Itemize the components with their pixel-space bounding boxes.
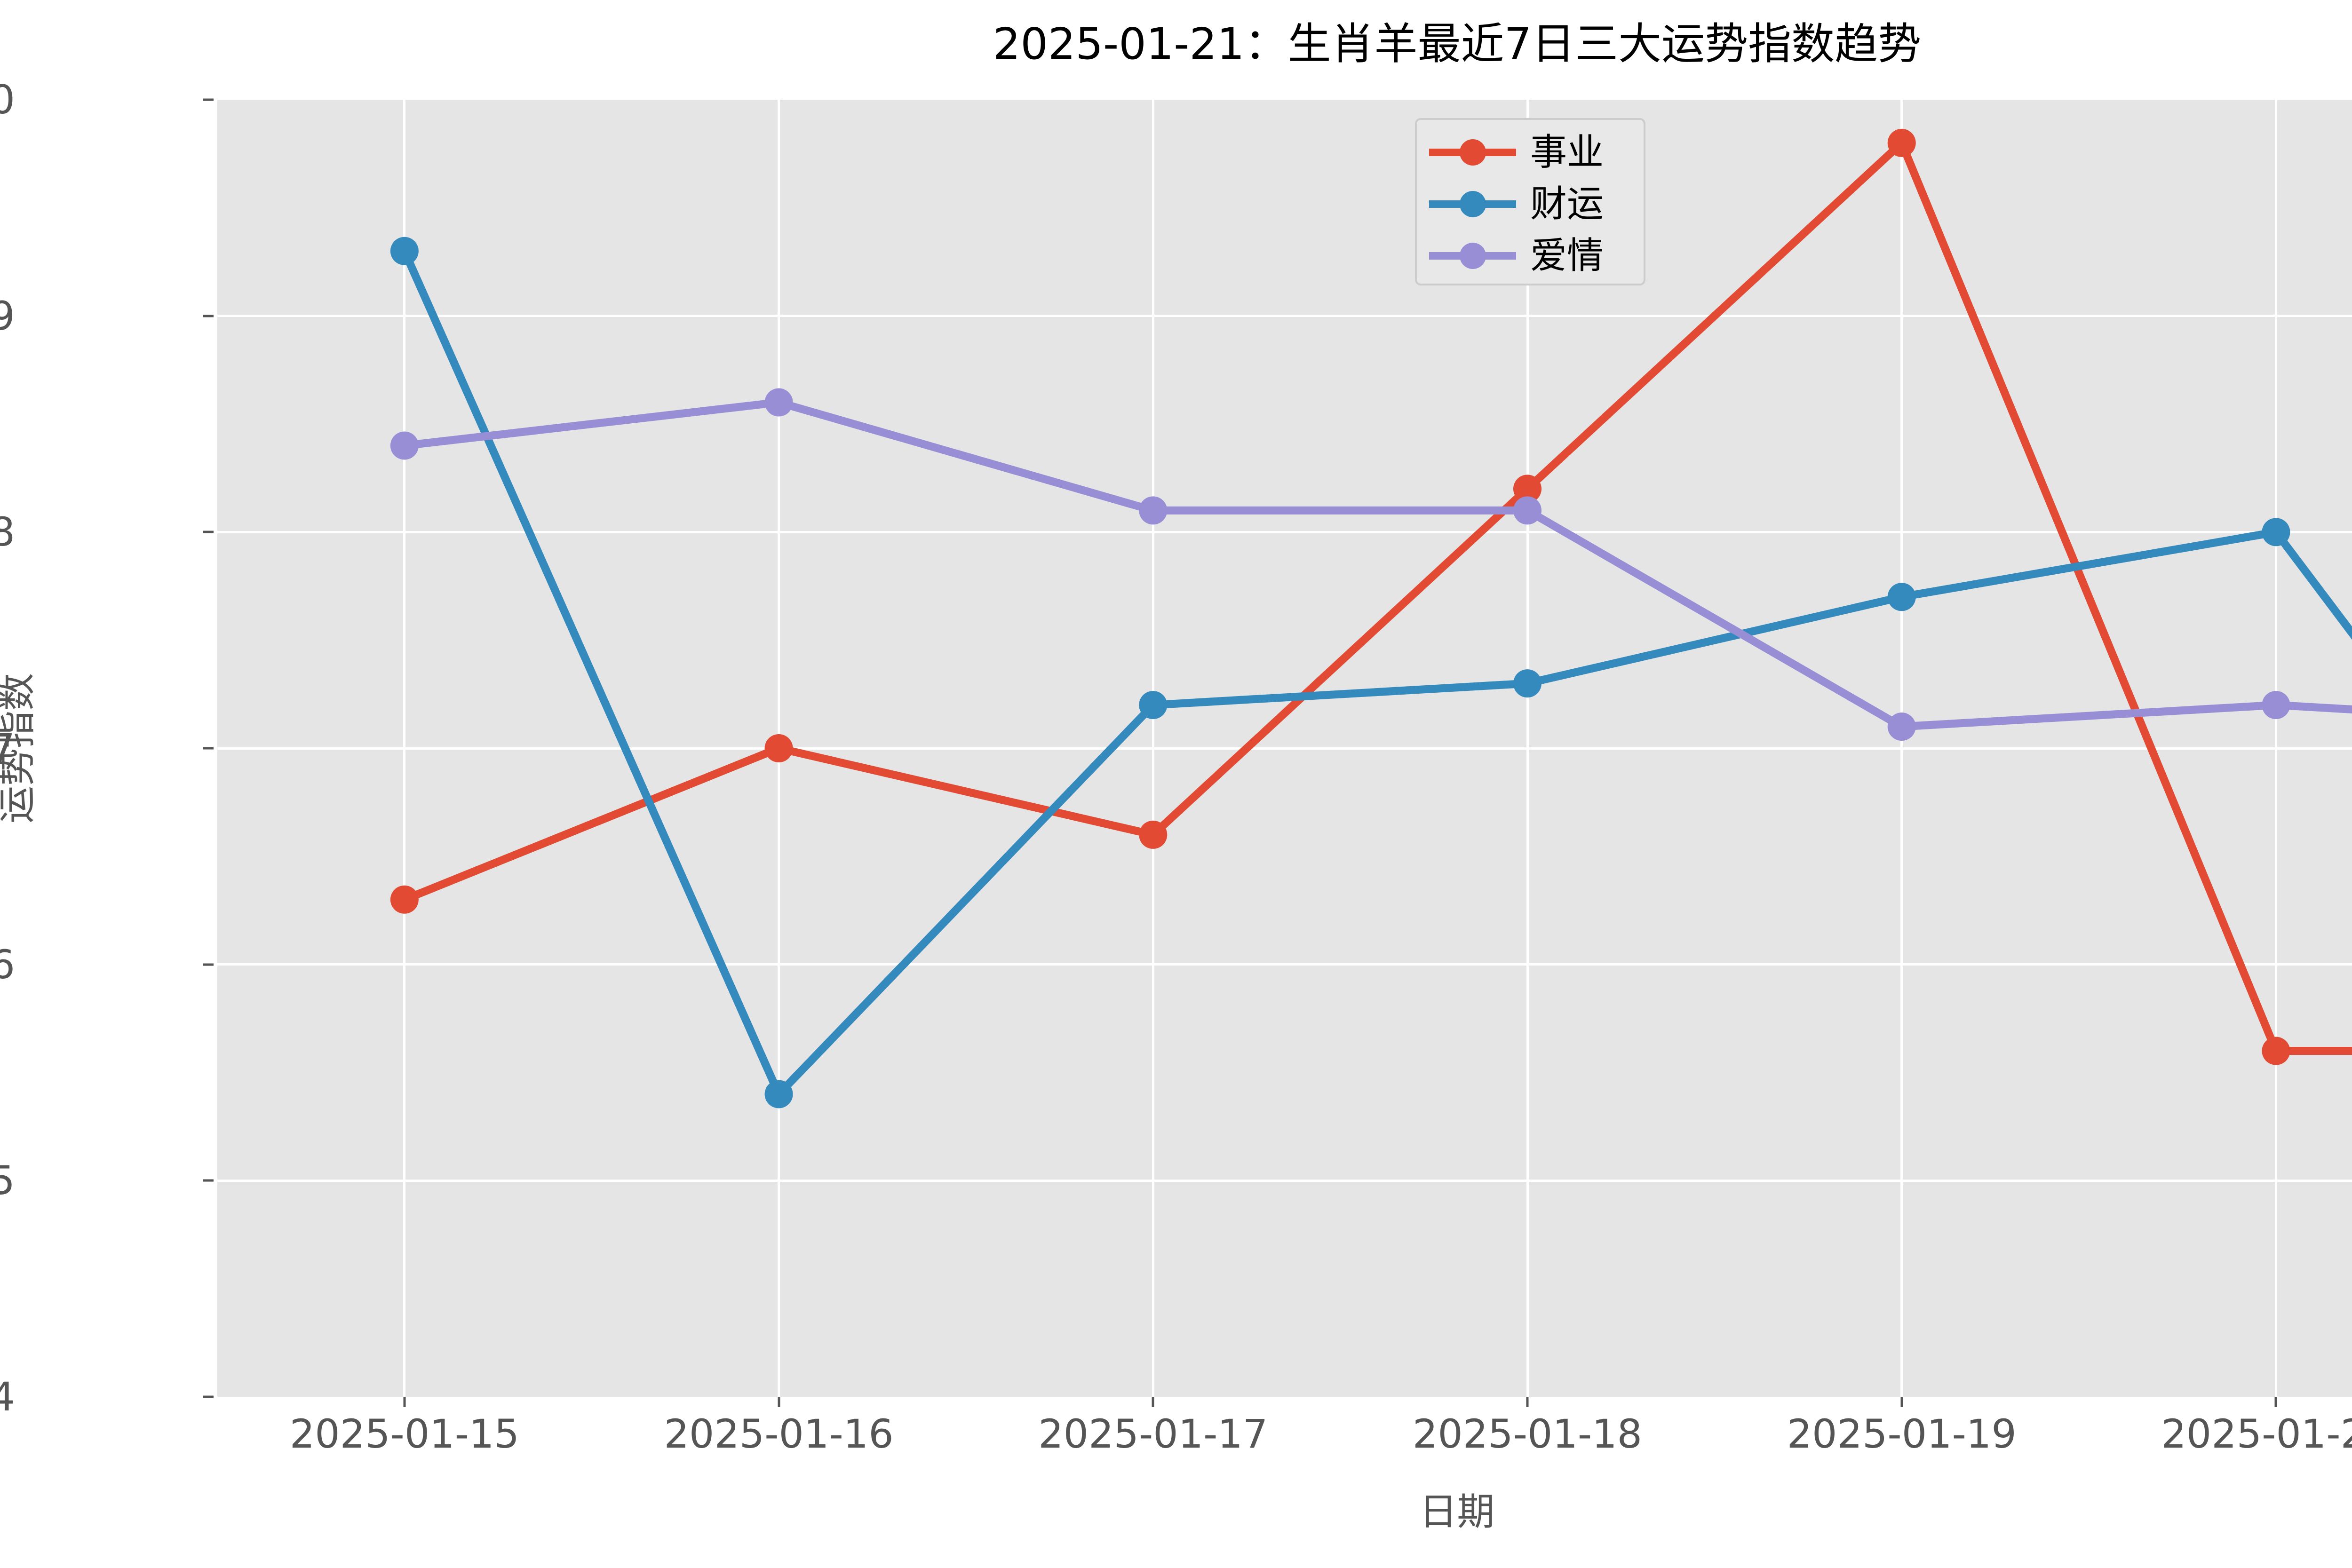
y-tick-label: 0.6 [0, 941, 15, 988]
y-tick-label: 0.9 [0, 293, 15, 339]
series-marker[interactable] [390, 431, 419, 460]
gridline-horizontal [217, 963, 2352, 966]
legend-item-2[interactable]: 财运 [1417, 178, 1647, 230]
series-line [400, 398, 2352, 731]
y-tick-mark [203, 747, 214, 750]
series-marker[interactable] [2262, 1037, 2290, 1065]
series-marker[interactable] [764, 388, 793, 417]
y-tick-label: 0.8 [0, 509, 15, 555]
series-marker[interactable] [2262, 691, 2290, 720]
series-marker[interactable] [390, 885, 419, 914]
series-marker[interactable] [1513, 496, 1542, 525]
y-tick-mark [203, 98, 214, 101]
series-marker[interactable] [2262, 518, 2290, 546]
gridline-horizontal [217, 1179, 2352, 1182]
x-tick-mark [1526, 1397, 1529, 1407]
chart-title: 2025-01-21：生肖羊最近7日三大运势指数趋势 [993, 19, 1922, 69]
series-marker[interactable] [1887, 713, 1916, 741]
series-marker[interactable] [1139, 820, 1168, 849]
legend-swatch-icon [1429, 232, 1516, 279]
series-marker[interactable] [764, 734, 793, 762]
x-tick-label: 2025-01-20 [2161, 1411, 2352, 1457]
y-tick-mark [203, 1179, 214, 1182]
gridline-horizontal [217, 315, 2352, 317]
series-marker[interactable] [1513, 669, 1542, 698]
gridline-horizontal [217, 747, 2352, 750]
y-tick-mark [203, 1395, 214, 1398]
x-tick-mark [1900, 1397, 1903, 1407]
series-line [400, 247, 2352, 1098]
series-marker[interactable] [1513, 475, 1542, 503]
x-tick-mark [778, 1397, 780, 1407]
plot-area [217, 100, 2352, 1397]
x-tick-label: 2025-01-15 [289, 1411, 519, 1457]
gridline-vertical [1900, 100, 1903, 1397]
legend-swatch-icon [1429, 129, 1516, 176]
legend-swatch-icon [1429, 181, 1516, 228]
legend-label: 财运 [1530, 183, 1604, 225]
chart-legend[interactable]: 事业 财运 爱情 [1415, 118, 1645, 285]
series-marker[interactable] [1887, 128, 1916, 157]
y-tick-mark [203, 963, 214, 966]
series-marker[interactable] [390, 237, 419, 265]
x-tick-mark [1152, 1397, 1154, 1407]
x-tick-mark [2274, 1397, 2277, 1407]
legend-label: 爱情 [1530, 235, 1604, 277]
gridline-vertical [1526, 100, 1529, 1397]
series-marker[interactable] [1139, 496, 1168, 525]
gridline-horizontal [217, 531, 2352, 533]
gridline-vertical [403, 100, 406, 1397]
y-tick-label: 0.4 [0, 1374, 15, 1420]
series-marker[interactable] [1887, 583, 1916, 611]
y-tick-label: 1.0 [0, 77, 15, 123]
y-tick-label: 0.5 [0, 1157, 15, 1204]
series-marker[interactable] [764, 1080, 793, 1109]
x-tick-label: 2025-01-18 [1412, 1411, 1643, 1457]
series-marker[interactable] [1139, 691, 1168, 720]
legend-label: 事业 [1530, 131, 1604, 174]
x-tick-mark [403, 1397, 406, 1407]
y-tick-mark [203, 315, 214, 317]
data-series-layer [390, 128, 2352, 1109]
y-tick-label: 0.7 [0, 725, 15, 771]
x-tick-label: 2025-01-16 [664, 1411, 894, 1457]
x-tick-label: 2025-01-17 [1038, 1411, 1268, 1457]
legend-item-3[interactable]: 爱情 [1417, 230, 1647, 282]
y-tick-mark [203, 531, 214, 533]
gridline-vertical [2274, 100, 2277, 1397]
x-axis-label: 日期 [1419, 1490, 1495, 1534]
x-tick-label: 2025-01-19 [1787, 1411, 2017, 1457]
legend-item-1[interactable]: 事业 [1417, 127, 1647, 178]
gridline-vertical [1152, 100, 1154, 1397]
